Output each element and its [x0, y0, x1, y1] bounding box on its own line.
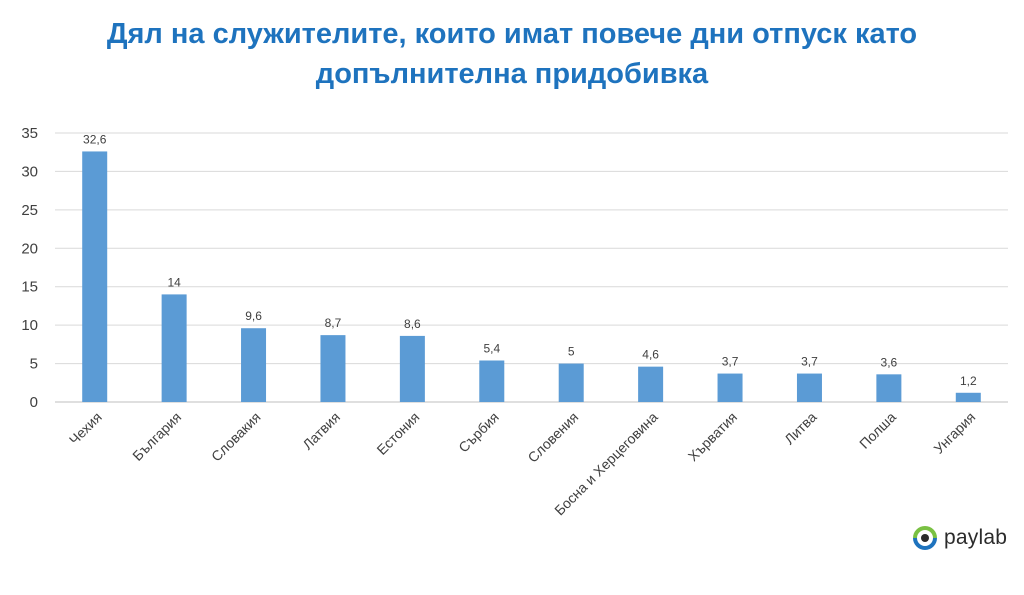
x-tick-label: България	[129, 409, 184, 464]
data-label: 3,7	[722, 355, 739, 369]
x-tick-label: Полша	[856, 409, 899, 452]
data-label: 32,6	[83, 132, 107, 146]
y-tick-label: 0	[30, 394, 38, 411]
data-label: 8,7	[325, 316, 342, 330]
chart-title: Дял на служителите, които имат повече дн…	[0, 14, 1024, 94]
bar	[241, 328, 267, 402]
x-tick-label: Унгария	[930, 409, 978, 457]
y-tick-label: 35	[21, 125, 38, 142]
x-tick-label: Чехия	[66, 409, 105, 448]
bar	[161, 294, 187, 402]
y-tick-label: 10	[21, 317, 38, 334]
x-tick-label: Сърбия	[455, 409, 502, 456]
bar	[638, 366, 664, 402]
chart-title-line-2: допълнителна придобивка	[315, 58, 709, 90]
y-tick-label: 5	[30, 356, 38, 373]
data-label: 1,2	[960, 374, 977, 388]
x-tick-label: Словакия	[208, 409, 264, 465]
bar	[479, 360, 505, 402]
chart-title-line-1: Дял на служителите, които имат повече дн…	[106, 18, 918, 50]
bar	[876, 374, 902, 402]
y-tick-label: 30	[21, 163, 38, 180]
paylab-logo-text: paylab	[944, 526, 1008, 549]
x-tick-label: Литва	[781, 409, 820, 448]
data-label: 3,6	[881, 355, 898, 369]
paylab-logo-icon	[913, 526, 937, 550]
data-label: 5,4	[483, 341, 500, 355]
y-tick-label: 15	[21, 279, 38, 296]
x-tick-label: Словения	[524, 409, 581, 466]
bar	[82, 151, 108, 402]
data-label: 8,6	[404, 317, 421, 331]
bar	[955, 392, 981, 402]
x-tick-label: Латвия	[299, 409, 343, 453]
bar	[558, 363, 584, 402]
data-label: 4,6	[642, 348, 659, 362]
y-tick-label: 20	[21, 240, 38, 257]
y-tick-label: 25	[21, 202, 38, 219]
x-tick-label: Хърватия	[685, 409, 740, 464]
bar	[796, 373, 822, 402]
x-tick-label: Естония	[373, 409, 422, 458]
bar	[320, 335, 346, 402]
data-label: 14	[167, 275, 181, 289]
bar	[717, 373, 743, 402]
data-label: 9,6	[245, 309, 262, 323]
paylab-logo: paylab	[912, 520, 1022, 556]
data-label: 5	[568, 345, 575, 359]
bar	[399, 335, 425, 402]
data-label: 3,7	[801, 355, 818, 369]
